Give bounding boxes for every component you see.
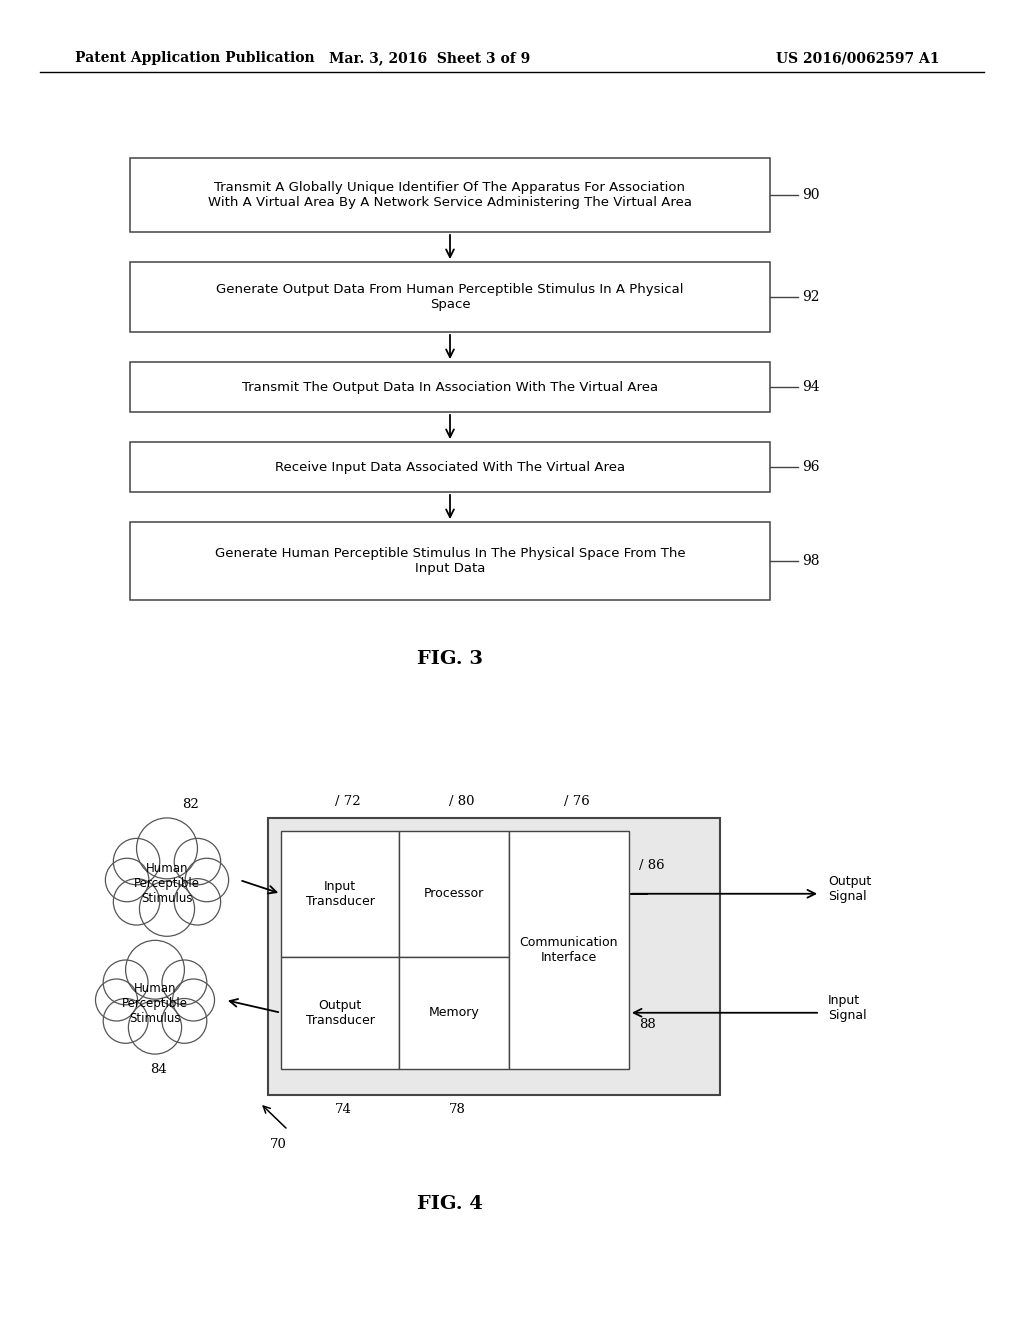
Text: 74: 74 <box>335 1104 352 1115</box>
Text: 82: 82 <box>182 797 199 810</box>
Circle shape <box>139 882 195 936</box>
Text: 90: 90 <box>802 187 819 202</box>
Text: Input
Transducer: Input Transducer <box>305 879 375 908</box>
Circle shape <box>172 979 214 1020</box>
Bar <box>509 832 629 1069</box>
Text: 88: 88 <box>639 1018 655 1031</box>
Text: Processor: Processor <box>424 887 484 900</box>
Bar <box>281 957 399 1069</box>
Bar <box>130 521 770 601</box>
Text: 70: 70 <box>269 1138 287 1151</box>
Text: / 76: / 76 <box>564 795 590 808</box>
Circle shape <box>95 979 137 1020</box>
Text: Input
Signal: Input Signal <box>828 994 866 1022</box>
Bar <box>130 261 770 333</box>
Text: 84: 84 <box>150 1063 167 1076</box>
Circle shape <box>185 858 228 902</box>
Text: Communication
Interface: Communication Interface <box>520 936 618 964</box>
Circle shape <box>162 998 207 1043</box>
Ellipse shape <box>101 832 232 929</box>
Bar <box>268 818 720 1096</box>
Ellipse shape <box>92 953 218 1047</box>
Text: Output
Transducer: Output Transducer <box>305 999 375 1027</box>
Bar <box>281 832 399 957</box>
Circle shape <box>114 838 160 884</box>
Circle shape <box>174 879 220 925</box>
Circle shape <box>126 940 184 999</box>
Text: Generate Human Perceptible Stimulus In The Physical Space From The
Input Data: Generate Human Perceptible Stimulus In T… <box>215 546 685 576</box>
Bar <box>399 832 509 957</box>
Bar <box>399 957 509 1069</box>
Text: FIG. 3: FIG. 3 <box>417 649 483 668</box>
Text: / 86: / 86 <box>639 859 665 871</box>
Text: Output
Signal: Output Signal <box>828 875 871 903</box>
Text: 98: 98 <box>802 554 819 568</box>
Text: Mar. 3, 2016  Sheet 3 of 9: Mar. 3, 2016 Sheet 3 of 9 <box>330 51 530 65</box>
Text: Patent Application Publication: Patent Application Publication <box>75 51 314 65</box>
Circle shape <box>103 998 148 1043</box>
Text: FIG. 4: FIG. 4 <box>417 1195 483 1213</box>
Text: / 80: / 80 <box>449 795 474 808</box>
Circle shape <box>103 960 148 1005</box>
Text: 92: 92 <box>802 290 819 304</box>
Circle shape <box>128 1001 181 1055</box>
Text: Transmit A Globally Unique Identifier Of The Apparatus For Association
With A Vi: Transmit A Globally Unique Identifier Of… <box>208 181 692 209</box>
Text: 94: 94 <box>802 380 819 393</box>
Text: 78: 78 <box>449 1104 466 1115</box>
Text: / 72: / 72 <box>335 795 360 808</box>
Bar <box>130 442 770 492</box>
Bar <box>130 158 770 232</box>
Circle shape <box>162 960 207 1005</box>
Text: Human
Perceptible
Stimulus: Human Perceptible Stimulus <box>122 982 188 1026</box>
Circle shape <box>136 818 198 879</box>
Text: Human
Perceptible
Stimulus: Human Perceptible Stimulus <box>134 862 200 906</box>
Text: Generate Output Data From Human Perceptible Stimulus In A Physical
Space: Generate Output Data From Human Percepti… <box>216 282 684 312</box>
Text: Memory: Memory <box>429 1006 479 1019</box>
Circle shape <box>174 838 220 884</box>
Circle shape <box>114 879 160 925</box>
Text: US 2016/0062597 A1: US 2016/0062597 A1 <box>776 51 940 65</box>
Text: 96: 96 <box>802 459 819 474</box>
Bar <box>130 362 770 412</box>
Text: Receive Input Data Associated With The Virtual Area: Receive Input Data Associated With The V… <box>274 461 625 474</box>
Circle shape <box>105 858 148 902</box>
Text: Transmit The Output Data In Association With The Virtual Area: Transmit The Output Data In Association … <box>242 380 658 393</box>
